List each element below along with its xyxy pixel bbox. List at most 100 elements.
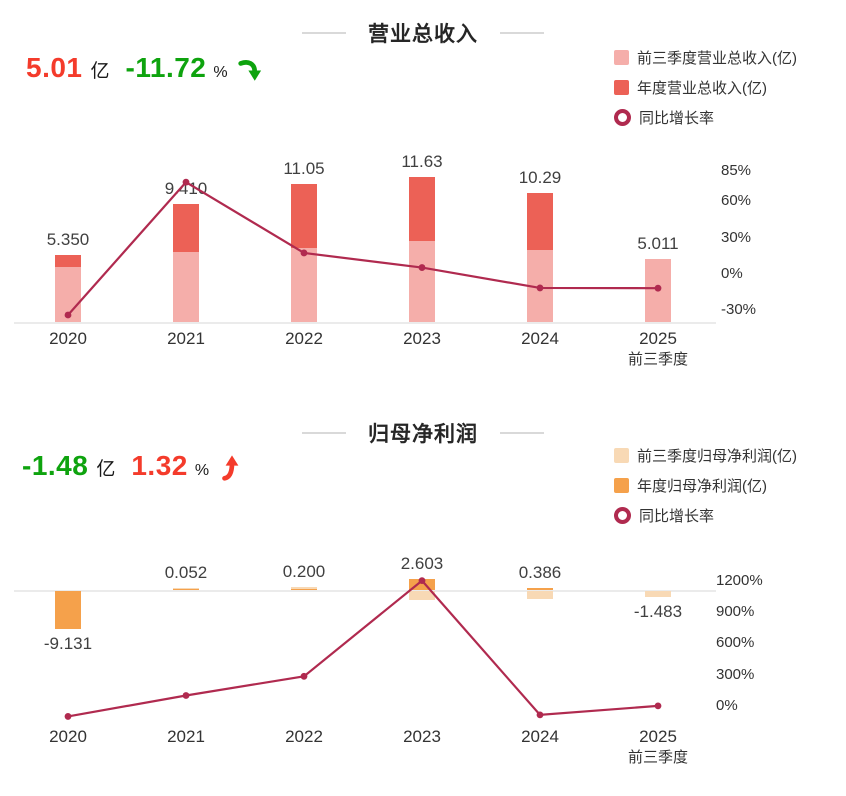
- growth-axis-tick: 30%: [721, 228, 752, 246]
- growth-point-2023[interactable]: [418, 264, 426, 271]
- title-dash-right: [500, 32, 544, 34]
- x-axis-line: [14, 590, 716, 592]
- bar-annual-2023[interactable]: [409, 176, 435, 241]
- x-axis-label-2024: 2024: [521, 727, 559, 746]
- growth-ring-icon: [614, 108, 631, 126]
- bar-q3-2023[interactable]: [409, 591, 435, 601]
- bar-annual-2022[interactable]: [291, 183, 317, 249]
- bar-value-label-2022: 11.05: [283, 158, 325, 178]
- growth-rate-line: [67, 180, 659, 316]
- bar-value-label-2021: 0.052: [164, 563, 208, 583]
- growth-axis-tick: 1200%: [716, 571, 763, 589]
- x-axis-label-2025: 2025: [639, 329, 677, 348]
- x-axis-label-2025: 2025: [639, 727, 677, 746]
- q3-profit-swatch-icon: [614, 447, 629, 463]
- bar-value-label-2023: 11.63: [401, 151, 443, 171]
- trend-down-icon: [237, 60, 261, 81]
- x-axis-label-2022: 2022: [285, 727, 323, 746]
- bar-value-label-2022: 0.200: [282, 562, 326, 582]
- profit-summary-growth: 1.32: [131, 450, 188, 481]
- bar-q3-2025[interactable]: [645, 591, 671, 598]
- bar-annual-2020[interactable]: [55, 255, 81, 267]
- bar-q3-2024[interactable]: [527, 591, 553, 600]
- profit-summary-unit: 亿: [96, 459, 116, 480]
- revenue-title-row: 营业总收入: [0, 18, 846, 48]
- growth-ring-icon: [614, 506, 631, 524]
- x-axis-label-2021: 2021: [167, 727, 205, 746]
- bar-value-label-2023: 2.603: [400, 554, 444, 574]
- q3-revenue-swatch-icon: [614, 49, 629, 65]
- growth-point-2022[interactable]: [300, 249, 308, 257]
- growth-point-2021[interactable]: [182, 692, 190, 699]
- bar-value-label-2024: 0.386: [518, 563, 562, 583]
- x-axis-sublabel-2025: 前三季度: [627, 749, 688, 766]
- profit-legend: 前三季度归母净利润(亿) 年度归母净利润(亿) 同比增长率: [614, 444, 797, 534]
- growth-point-2022[interactable]: [300, 672, 308, 680]
- x-axis-label-2023: 2023: [403, 727, 441, 746]
- growth-axis-tick: 85%: [721, 162, 752, 180]
- x-axis-sublabel-2025: 前三季度: [627, 351, 688, 368]
- profit-title-row: 归母净利润: [0, 418, 846, 448]
- bar-value-label-2025: 5.011: [637, 234, 679, 254]
- legend-label: 同比增长率: [639, 109, 715, 127]
- growth-point-2025[interactable]: [654, 702, 662, 710]
- bar-q3-2021[interactable]: [173, 252, 199, 322]
- x-axis-label-2020: 2020: [49, 727, 87, 746]
- growth-point-2023[interactable]: [418, 577, 426, 585]
- bar-annual-2020[interactable]: [55, 591, 81, 629]
- growth-point-2024[interactable]: [536, 284, 544, 292]
- bar-value-label-2024: 10.29: [518, 168, 562, 188]
- growth-axis-tick: 900%: [716, 603, 755, 621]
- growth-axis-tick: -30%: [721, 301, 757, 319]
- legend-item-annual-profit[interactable]: 年度归母净利润(亿): [614, 474, 797, 496]
- annual-revenue-swatch-icon: [614, 79, 629, 95]
- growth-point-2024[interactable]: [536, 711, 544, 719]
- bar-annual-2021[interactable]: [173, 588, 199, 590]
- legend-item-annual-revenue[interactable]: 年度营业总收入(亿): [614, 76, 797, 98]
- profit-summary-growth-unit: %: [194, 462, 210, 479]
- revenue-summary-growth: -11.72: [125, 52, 207, 83]
- x-axis-label-2022: 2022: [285, 329, 323, 348]
- profit-summary: -1.48 亿 1.32 %: [22, 450, 247, 482]
- revenue-summary-value: 5.01: [26, 52, 83, 83]
- legend-item-profit-growth[interactable]: 同比增长率: [614, 504, 797, 526]
- bar-q3-2022[interactable]: [291, 248, 317, 322]
- growth-point-2020[interactable]: [64, 311, 72, 319]
- profit-summary-value: -1.48: [22, 450, 89, 481]
- x-axis-label-2023: 2023: [403, 329, 441, 348]
- legend-item-revenue-growth[interactable]: 同比增长率: [614, 106, 797, 128]
- growth-axis-tick: 0%: [716, 697, 738, 714]
- legend-label: 同比增长率: [639, 507, 715, 525]
- legend-item-q3-revenue[interactable]: 前三季度营业总收入(亿): [614, 46, 797, 68]
- x-axis-label-2020: 2020: [49, 329, 87, 348]
- title-dash-left: [302, 432, 346, 434]
- bar-annual-2024[interactable]: [527, 193, 553, 250]
- legend-item-q3-profit[interactable]: 前三季度归母净利润(亿): [614, 444, 797, 466]
- growth-rate-line: [67, 579, 659, 718]
- revenue-summary: 5.01 亿 -11.72 %: [26, 52, 266, 84]
- legend-label: 前三季度归母净利润(亿): [637, 447, 797, 465]
- x-axis-line: [14, 322, 716, 324]
- growth-point-2025[interactable]: [654, 284, 662, 292]
- growth-axis-tick: 600%: [716, 634, 755, 652]
- growth-point-2020[interactable]: [64, 713, 72, 720]
- bar-annual-2022[interactable]: [291, 588, 317, 590]
- bar-q3-2023[interactable]: [409, 240, 435, 322]
- profit-chart-title: 归母净利润: [368, 423, 478, 446]
- x-axis-label-2024: 2024: [521, 329, 559, 348]
- revenue-summary-growth-unit: %: [213, 64, 228, 81]
- bar-annual-2021[interactable]: [173, 204, 199, 252]
- legend-label: 前三季度营业总收入(亿): [637, 49, 797, 67]
- title-dash-left: [302, 32, 346, 34]
- bar-value-label-2025: -1.483: [633, 602, 683, 622]
- title-dash-right: [500, 432, 544, 434]
- x-axis-label-2021: 2021: [167, 329, 205, 348]
- growth-axis-tick: 300%: [716, 665, 755, 683]
- growth-point-2021[interactable]: [182, 178, 190, 186]
- annual-profit-swatch-icon: [614, 477, 629, 493]
- bar-value-label-2020: -9.131: [43, 633, 93, 653]
- bar-annual-2024[interactable]: [527, 588, 553, 590]
- legend-label: 年度归母净利润(亿): [637, 477, 767, 495]
- revenue-chart-title: 营业总收入: [368, 23, 478, 46]
